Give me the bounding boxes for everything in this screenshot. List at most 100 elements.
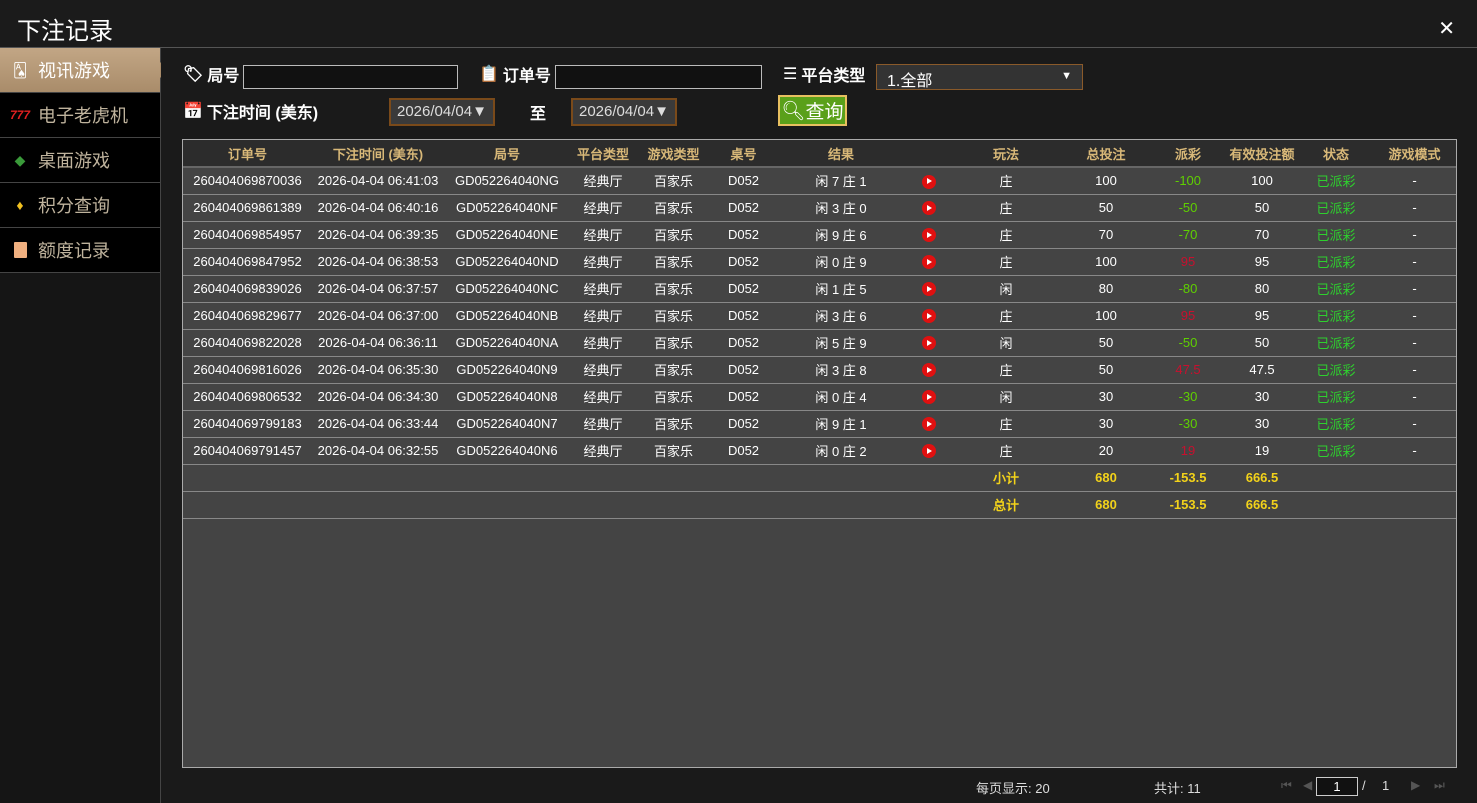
round-input[interactable] (243, 65, 458, 89)
query-button[interactable]: 🔍︎ 查询 (778, 95, 847, 126)
bet-time-cell: 2026-04-04 06:37:00 (312, 302, 444, 330)
game-mode-cell: - (1373, 356, 1456, 384)
table-row: 260404069806532 2026-04-04 06:34:30 GD0522… (183, 383, 1456, 411)
column-header: 桌号 (711, 140, 776, 168)
calendar-icon: 📅 (183, 103, 203, 120)
bet-time-cell: 2026-04-04 06:37:57 (312, 275, 444, 303)
order-id-cell: 260404069870036 (183, 167, 312, 195)
play-replay-icon[interactable] (921, 201, 936, 216)
replay-cell (906, 275, 951, 303)
order-id-cell: 260404069791457 (183, 437, 312, 465)
column-header: 下注时间 (美东) (312, 140, 444, 168)
valid-bet-cell: 47.5 (1225, 356, 1299, 384)
bet-time-cell: 2026-04-04 06:34:30 (312, 383, 444, 411)
payout-cell: 95 (1151, 248, 1225, 276)
sidebar-item-slots[interactable]: 777 电子老虎机 (0, 93, 160, 138)
game-mode-cell: - (1373, 302, 1456, 330)
status-cell: 已派彩 (1299, 302, 1373, 330)
replay-cell (906, 329, 951, 357)
result-cell: 闲 5 庄 9 (776, 329, 906, 357)
play-replay-icon[interactable] (921, 282, 936, 297)
replay-cell (906, 410, 951, 438)
table-row: 260404069822028 2026-04-04 06:36:11 GD0522… (183, 329, 1456, 357)
sidebar-item-points[interactable]: ♦ 积分查询 (0, 183, 160, 228)
replay-cell (906, 194, 951, 222)
round-id-cell: GD052264040N9 (444, 356, 570, 384)
prev-page-icon[interactable]: ◀ (1303, 778, 1313, 792)
column-header: 订单号 (183, 140, 312, 168)
sidebar: 🂡 视讯游戏 777 电子老虎机 ◆ 桌面游戏 ♦ 积分查询 额度记录 (0, 48, 168, 803)
play-replay-icon[interactable] (921, 255, 936, 270)
page-input[interactable] (1316, 777, 1358, 796)
play-replay-icon[interactable] (921, 309, 936, 324)
bet-type-cell: 闲 (951, 329, 1061, 357)
server-icon: ☰ (783, 66, 798, 83)
query-label: 查询 (805, 102, 844, 123)
order-label: 📋 订单号 (479, 62, 551, 86)
platform-select[interactable]: 1.全部 ▼ (876, 64, 1083, 90)
table-row: 260404069870036 2026-04-04 06:41:03 GD0522… (183, 167, 1456, 195)
time-label: 📅 下注时间 (美东) (183, 99, 318, 123)
game-mode-cell: - (1373, 194, 1456, 222)
total-bet-cell: 50 (1061, 356, 1151, 384)
tag-icon: 🏷 (183, 66, 204, 83)
total-cell (776, 491, 906, 519)
play-replay-icon[interactable] (921, 174, 936, 189)
play-replay-icon[interactable] (921, 363, 936, 378)
sidebar-item-table-games[interactable]: ◆ 桌面游戏 (0, 138, 160, 183)
sidebar-item-live-games[interactable]: 🂡 视讯游戏 (0, 48, 168, 93)
result-cell: 闲 3 庄 8 (776, 356, 906, 384)
platform-cell: 经典厅 (570, 248, 636, 276)
table-id-cell: D052 (711, 329, 776, 357)
play-replay-icon[interactable] (921, 417, 936, 432)
status-cell: 已派彩 (1299, 356, 1373, 384)
close-icon[interactable]: ✕ (1438, 18, 1455, 40)
valid-bet-cell: 95 (1225, 302, 1299, 330)
play-replay-icon[interactable] (921, 336, 936, 351)
bet-type-cell: 庄 (951, 302, 1061, 330)
table-row: 260404069839026 2026-04-04 06:37:57 GD0522… (183, 275, 1456, 303)
document-icon (8, 239, 32, 261)
per-page: 每页显示: 20 (976, 781, 1050, 796)
date-from-picker[interactable]: 2026/04/04▼ (389, 98, 495, 126)
platform-cell: 经典厅 (570, 410, 636, 438)
date-to-picker[interactable]: 2026/04/04▼ (571, 98, 677, 126)
order-id-cell: 260404069847952 (183, 248, 312, 276)
table-row: 260404069791457 2026-04-04 06:32:55 GD0522… (183, 437, 1456, 465)
game-type-cell: 百家乐 (636, 410, 711, 438)
game-type-cell: 百家乐 (636, 248, 711, 276)
sidebar-item-label: 电子老虎机 (38, 106, 128, 126)
chips-icon: ◆ (14, 151, 26, 168)
total-payout: -153.5 (1151, 491, 1225, 519)
sidebar-item-credit[interactable]: 额度记录 (0, 228, 160, 273)
bet-type-cell: 闲 (951, 383, 1061, 411)
status-cell: 已派彩 (1299, 383, 1373, 411)
bet-type-cell: 庄 (951, 356, 1061, 384)
subtotal-valid-bet: 666.5 (1225, 464, 1299, 492)
total-bet-cell: 20 (1061, 437, 1151, 465)
last-page-icon[interactable]: ⏭ (1434, 778, 1445, 792)
subtotal-cell (1373, 464, 1456, 492)
result-cell: 闲 9 庄 1 (776, 410, 906, 438)
status-cell: 已派彩 (1299, 410, 1373, 438)
order-input[interactable] (555, 65, 762, 89)
subtotal-total-bet: 680 (1061, 464, 1151, 492)
order-id-cell: 260404069839026 (183, 275, 312, 303)
table-id-cell: D052 (711, 302, 776, 330)
game-type-cell: 百家乐 (636, 356, 711, 384)
game-mode-cell: - (1373, 437, 1456, 465)
game-mode-cell: - (1373, 329, 1456, 357)
result-cell: 闲 9 庄 6 (776, 221, 906, 249)
play-replay-icon[interactable] (921, 390, 936, 405)
platform-cell: 经典厅 (570, 167, 636, 195)
subtotal-payout: -153.5 (1151, 464, 1225, 492)
total-cell (570, 491, 636, 519)
first-page-icon[interactable]: ⏮ (1281, 778, 1292, 792)
play-replay-icon[interactable] (921, 444, 936, 459)
play-replay-icon[interactable] (921, 228, 936, 243)
round-id-cell: GD052264040N7 (444, 410, 570, 438)
order-id-cell: 260404069799183 (183, 410, 312, 438)
column-header: 游戏模式 (1373, 140, 1456, 168)
game-type-cell: 百家乐 (636, 437, 711, 465)
next-page-icon[interactable]: ▶ (1411, 778, 1421, 792)
